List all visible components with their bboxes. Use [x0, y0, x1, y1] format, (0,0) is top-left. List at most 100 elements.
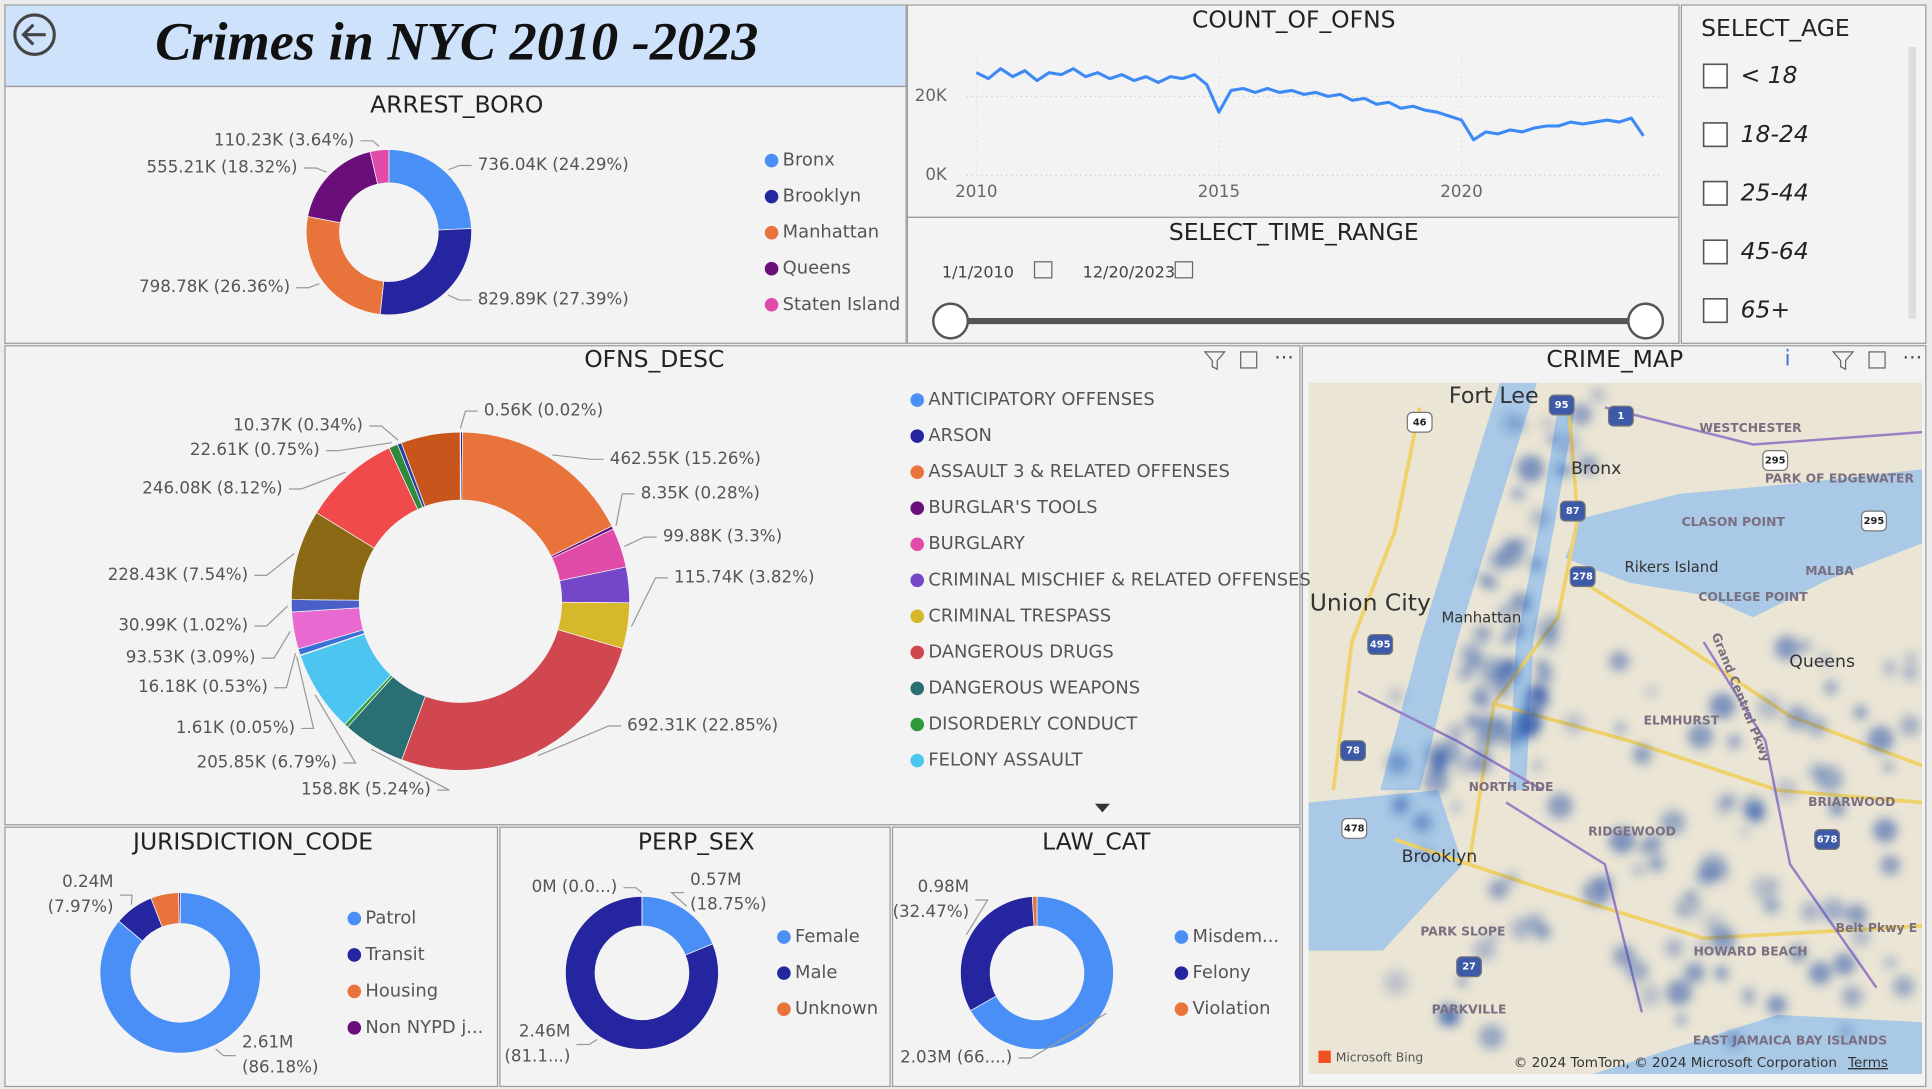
heat-blob	[1599, 892, 1611, 904]
age-option: 45-64	[1741, 237, 1809, 265]
legend-label[interactable]: Bronx	[783, 150, 835, 171]
start-date-box[interactable]: 1/1/2010	[928, 255, 1060, 288]
donut-slice[interactable]	[565, 895, 719, 1050]
legend-label[interactable]: Violation	[1193, 998, 1271, 1019]
donut-slice[interactable]	[1031, 895, 1038, 927]
focus-icon[interactable]	[1868, 351, 1886, 369]
legend-label[interactable]: DANGEROUS DRUGS	[928, 641, 1113, 662]
legend-label[interactable]: Unknown	[795, 998, 878, 1019]
map-place: HOWARD BEACH	[1693, 944, 1807, 958]
heat-blob	[1752, 875, 1776, 900]
slider-handle[interactable]	[932, 302, 970, 340]
leader-line	[447, 294, 472, 301]
legend-swatch	[777, 930, 791, 944]
legend-label[interactable]: Non NYPD j...	[365, 1017, 483, 1038]
map-terms[interactable]: Terms	[1847, 1055, 1888, 1071]
heat-blob	[1714, 797, 1733, 816]
legend-swatch	[347, 911, 362, 926]
donut-slice[interactable]	[305, 216, 385, 315]
legend-label[interactable]: BURGLARY	[928, 533, 1025, 554]
donut-slice[interactable]	[960, 896, 1035, 1012]
heat-blob	[1473, 624, 1492, 644]
road-shield	[1340, 740, 1366, 762]
map-brand: Microsoft Bing	[1336, 1051, 1424, 1065]
legend-swatch	[1174, 966, 1189, 980]
end-date-box[interactable]: 12/20/2023	[1069, 255, 1200, 288]
map-place: NORTH SIDE	[1469, 780, 1554, 794]
heat-blob	[1647, 854, 1666, 873]
bing-logo	[1318, 1050, 1331, 1063]
slider-handle[interactable]	[1627, 302, 1665, 340]
back-button[interactable]	[13, 13, 56, 56]
focus-icon[interactable]	[1240, 351, 1258, 369]
road-shield-label: 1	[1617, 411, 1624, 422]
legend-label[interactable]: Queens	[783, 258, 851, 279]
leader-line	[254, 605, 289, 627]
filter-icon[interactable]	[1831, 351, 1855, 371]
legend-label[interactable]: CRIMINAL MISCHIEF & RELATED OFFENSES	[928, 569, 1310, 590]
leader-line	[325, 442, 392, 452]
heat-blob	[1506, 620, 1526, 640]
donut-slice[interactable]	[369, 149, 390, 185]
x-tick-label: 2010	[955, 182, 997, 201]
road-shield	[1814, 829, 1841, 851]
legend-swatch	[910, 609, 925, 624]
donut-slice[interactable]	[178, 892, 181, 924]
legend-swatch	[910, 501, 925, 515]
legend-label[interactable]: DISORDERLY CONDUCT	[928, 713, 1137, 734]
map-place: MALBA	[1805, 564, 1854, 578]
checkbox[interactable]	[1702, 180, 1728, 206]
legend-label[interactable]: Staten Island	[783, 294, 901, 315]
checkbox[interactable]	[1702, 63, 1728, 89]
leader-line	[623, 887, 643, 894]
legend-label[interactable]: DANGEROUS WEAPONS	[928, 677, 1140, 698]
legend-label[interactable]: Felony	[1193, 962, 1252, 983]
legend-label[interactable]: CRIMINAL TRESPASS	[928, 605, 1111, 626]
legend-label[interactable]: Patrol	[365, 908, 416, 929]
data-label: 2.61M	[242, 1033, 293, 1052]
donut-slice[interactable]	[99, 892, 261, 1054]
legend-label[interactable]: ASSAULT 3 & RELATED OFFENSES	[928, 461, 1229, 482]
scrollbar[interactable]	[1908, 46, 1916, 319]
legend-swatch	[764, 153, 779, 168]
data-label: 115.74K (3.82%)	[674, 567, 814, 586]
heat-blob	[1638, 843, 1649, 854]
heat-blob	[1570, 403, 1593, 426]
legend-label[interactable]: Misdem...	[1193, 926, 1280, 947]
checkbox[interactable]	[1702, 298, 1728, 324]
legend-label[interactable]: Male	[795, 962, 837, 983]
legend-swatch	[764, 225, 779, 240]
leader-line	[552, 454, 604, 460]
filter-icon[interactable]	[1203, 351, 1226, 371]
more-icon[interactable]: ⋯	[1902, 346, 1922, 369]
heat-blob	[1517, 455, 1545, 483]
legend-scroll[interactable]	[1095, 803, 1110, 813]
heat-blob	[1392, 795, 1410, 813]
heat-blob	[1789, 944, 1807, 962]
heat-blob	[1740, 826, 1751, 837]
checkbox[interactable]	[1702, 239, 1728, 265]
legend-label[interactable]: ANTICIPATORY OFFENSES	[928, 389, 1154, 410]
legend-label[interactable]: FELONY ASSAULT	[928, 750, 1082, 771]
info-icon[interactable]: i	[1785, 346, 1791, 370]
legend-label[interactable]: Brooklyn	[783, 186, 861, 207]
legend-label[interactable]: Housing	[365, 980, 438, 1001]
legend-label[interactable]: Transit	[364, 944, 424, 965]
heat-blob	[1774, 635, 1799, 660]
donut-slice[interactable]	[401, 629, 624, 771]
map-place: PARKVILLE	[1432, 1002, 1507, 1016]
legend-label[interactable]: Manhattan	[783, 222, 879, 243]
heat-blob	[1675, 1014, 1687, 1025]
heat-blob	[1439, 1007, 1459, 1026]
legend-swatch	[347, 948, 362, 962]
legend-label[interactable]: Female	[795, 926, 860, 947]
donut-slice[interactable]	[969, 895, 1114, 1050]
age-title: SELECT_AGE	[1701, 14, 1850, 42]
checkbox[interactable]	[1702, 122, 1728, 148]
legend-label[interactable]: BURGLAR'S TOOLS	[928, 497, 1097, 518]
data-label: 829.89K (27.39%)	[478, 290, 629, 309]
heat-blob	[1487, 928, 1500, 942]
map[interactable]: Fort Lee Bronx Union City Manhattan Rikers I…	[1308, 382, 1923, 1075]
legend-label[interactable]: ARSON	[928, 425, 992, 446]
more-icon[interactable]: ⋯	[1274, 346, 1294, 369]
